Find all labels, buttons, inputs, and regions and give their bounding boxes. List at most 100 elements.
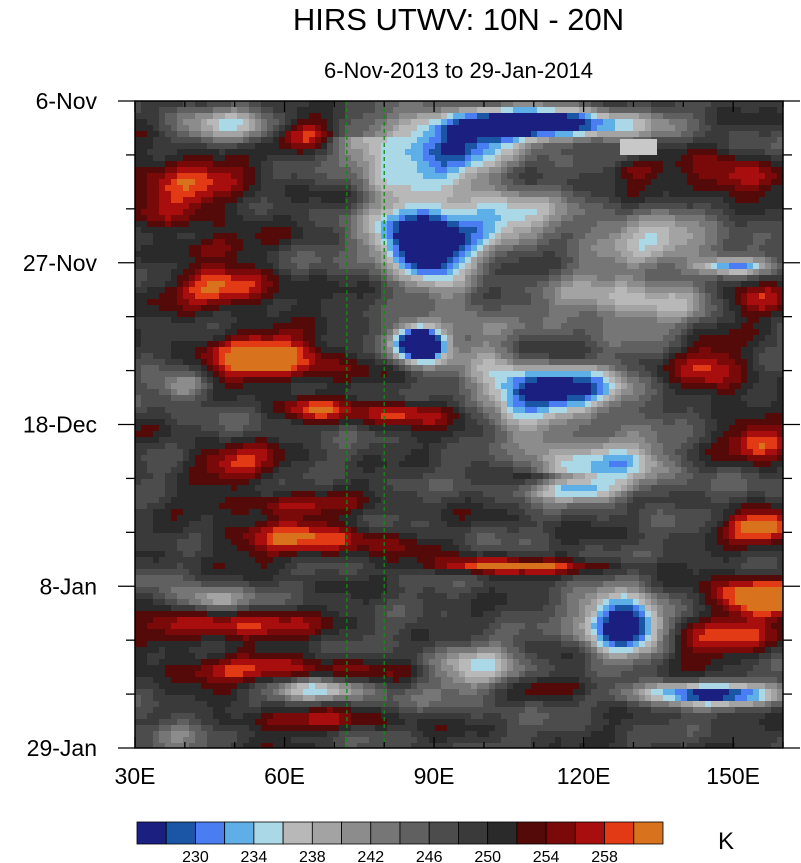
field-cell <box>513 371 520 378</box>
field-cell <box>249 179 256 186</box>
field-cell <box>165 269 172 276</box>
field-cell <box>573 335 580 342</box>
field-cell <box>447 275 454 282</box>
field-cell <box>399 131 406 138</box>
field-cell <box>591 371 598 378</box>
field-cell <box>543 281 550 288</box>
field-cell <box>753 353 760 360</box>
field-cell <box>663 101 670 108</box>
field-cell <box>369 107 376 114</box>
field-cell <box>519 185 526 192</box>
field-cell <box>387 149 394 156</box>
field-cell <box>543 209 550 216</box>
field-cell <box>489 167 496 174</box>
field-cell <box>573 161 580 168</box>
field-cell <box>255 191 262 198</box>
field-cell <box>135 335 142 342</box>
field-cell <box>357 215 364 222</box>
field-cell <box>657 287 664 294</box>
field-cell <box>333 143 340 150</box>
field-cell <box>693 251 700 258</box>
field-cell <box>297 317 304 324</box>
field-cell <box>543 365 550 372</box>
field-cell <box>471 203 478 210</box>
field-cell <box>399 149 406 156</box>
field-cell <box>171 377 178 384</box>
field-cell <box>135 215 142 222</box>
field-cell <box>321 137 328 144</box>
field-cell <box>387 305 394 312</box>
field-cell <box>627 101 634 108</box>
field-cell <box>567 353 574 360</box>
field-cell <box>393 269 400 276</box>
field-cell <box>153 311 160 318</box>
field-cell <box>687 197 694 204</box>
field-cell <box>771 143 778 150</box>
field-cell <box>327 299 334 306</box>
field-cell <box>471 149 478 156</box>
field-cell <box>273 263 280 270</box>
field-cell <box>585 113 592 120</box>
field-cell <box>273 251 280 258</box>
field-cell <box>471 185 478 192</box>
field-cell <box>237 275 244 282</box>
field-cell <box>411 281 418 288</box>
field-cell <box>285 131 292 138</box>
field-cell <box>141 287 148 294</box>
field-cell <box>423 101 430 108</box>
field-cell <box>363 167 370 174</box>
field-cell <box>177 245 184 252</box>
field-cell <box>201 245 208 252</box>
field-cell <box>681 191 688 198</box>
field-cell <box>501 299 508 306</box>
field-cell <box>447 347 454 354</box>
field-cell <box>699 281 706 288</box>
field-cell <box>471 329 478 336</box>
field-cell <box>609 185 616 192</box>
field-cell <box>657 119 664 126</box>
field-cell <box>189 101 196 108</box>
field-cell <box>573 299 580 306</box>
field-cell <box>459 137 466 144</box>
field-cell <box>291 131 298 138</box>
field-cell <box>375 209 382 216</box>
field-cell <box>753 233 760 240</box>
field-cell <box>777 209 783 216</box>
field-cell <box>315 239 322 246</box>
field-cell <box>549 335 556 342</box>
field-cell <box>663 239 670 246</box>
field-cell <box>141 329 148 336</box>
field-cell <box>213 227 220 234</box>
field-cell <box>261 335 268 342</box>
field-cell <box>225 245 232 252</box>
field-cell <box>735 161 742 168</box>
field-cell <box>381 305 388 312</box>
field-cell <box>381 335 388 342</box>
field-cell <box>771 329 778 336</box>
field-cell <box>303 359 310 366</box>
field-cell <box>243 269 250 276</box>
field-cell <box>669 203 676 210</box>
field-cell <box>291 359 298 366</box>
field-cell <box>669 317 676 324</box>
field-cell <box>171 137 178 144</box>
field-cell <box>147 365 154 372</box>
field-cell <box>219 203 226 210</box>
field-cell <box>483 137 490 144</box>
field-cell <box>561 161 568 168</box>
field-cell <box>507 239 514 246</box>
field-cell <box>651 341 658 348</box>
field-cell <box>441 281 448 288</box>
field-cell <box>609 287 616 294</box>
field-cell <box>315 269 322 276</box>
field-cell <box>351 197 358 204</box>
field-cell <box>213 137 220 144</box>
field-cell <box>615 239 622 246</box>
field-cell <box>681 311 688 318</box>
field-cell <box>447 125 454 132</box>
field-cell <box>249 329 256 336</box>
field-cell <box>543 329 550 336</box>
field-cell <box>573 107 580 114</box>
field-cell <box>453 269 460 276</box>
field-cell <box>423 371 430 378</box>
